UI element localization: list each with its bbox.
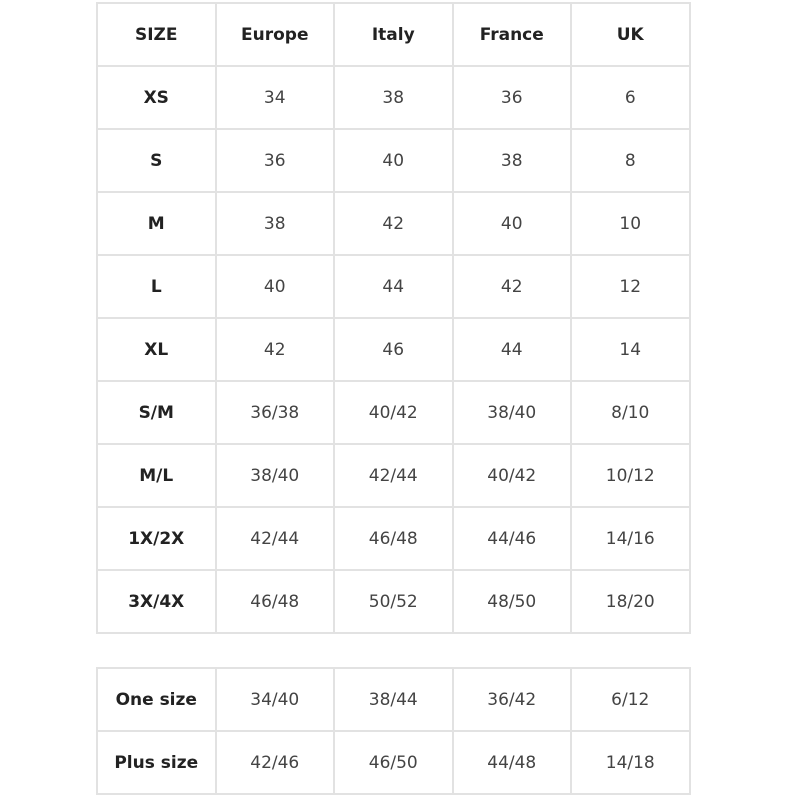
size-value-cell: 6 <box>570 65 691 130</box>
size-value-cell: 34 <box>214 65 335 130</box>
size-value-cell: 38/44 <box>333 667 454 732</box>
size-value-cell: 36/42 <box>451 667 572 732</box>
table-row: S 36 40 38 8 <box>96 128 691 193</box>
column-header: France <box>451 2 572 67</box>
table-row: XL 42 46 44 14 <box>96 317 691 382</box>
size-label-cell: 3X/4X <box>96 569 217 634</box>
size-value-cell: 38 <box>214 191 335 256</box>
size-value-cell: 44/46 <box>451 506 572 571</box>
size-label-cell: S <box>96 128 217 193</box>
size-value-cell: 46 <box>333 317 454 382</box>
size-label-cell: M <box>96 191 217 256</box>
size-chart-table: SIZE Europe Italy France UK XS 34 38 36 6 S 36 40 38… <box>96 2 691 634</box>
size-value-cell: 38 <box>451 128 572 193</box>
size-value-cell: 42/46 <box>214 730 335 795</box>
size-label-cell: XL <box>96 317 217 382</box>
size-value-cell: 8 <box>570 128 691 193</box>
size-label-cell: XS <box>96 65 217 130</box>
table-row: L 40 44 42 12 <box>96 254 691 319</box>
size-value-cell: 42 <box>451 254 572 319</box>
header-row: SIZE Europe Italy France UK <box>96 2 691 67</box>
size-value-cell: 40/42 <box>451 443 572 508</box>
table-row: S/M 36/38 40/42 38/40 8/10 <box>96 380 691 445</box>
column-header: SIZE <box>96 2 217 67</box>
size-value-cell: 46/50 <box>333 730 454 795</box>
special-size-table: One size 34/40 38/44 36/42 6/12 Plus size 42/4… <box>96 667 691 795</box>
size-value-cell: 6/12 <box>570 667 691 732</box>
size-value-cell: 14/16 <box>570 506 691 571</box>
size-value-cell: 10 <box>570 191 691 256</box>
size-value-cell: 48/50 <box>451 569 572 634</box>
size-value-cell: 14 <box>570 317 691 382</box>
size-value-cell: 44/48 <box>451 730 572 795</box>
size-label-cell: Plus size <box>96 730 217 795</box>
table-row: M 38 42 40 10 <box>96 191 691 256</box>
size-value-cell: 18/20 <box>570 569 691 634</box>
size-value-cell: 50/52 <box>333 569 454 634</box>
table-row: One size 34/40 38/44 36/42 6/12 <box>96 667 691 732</box>
size-value-cell: 36/38 <box>214 380 335 445</box>
size-value-cell: 40 <box>214 254 335 319</box>
size-value-cell: 38 <box>333 65 454 130</box>
size-value-cell: 40 <box>333 128 454 193</box>
size-value-cell: 10/12 <box>570 443 691 508</box>
table-row: 3X/4X 46/48 50/52 48/50 18/20 <box>96 569 691 634</box>
size-value-cell: 36 <box>214 128 335 193</box>
size-value-cell: 40 <box>451 191 572 256</box>
size-label-cell: 1X/2X <box>96 506 217 571</box>
size-value-cell: 42 <box>333 191 454 256</box>
size-value-cell: 34/40 <box>214 667 335 732</box>
table-row: M/L 38/40 42/44 40/42 10/12 <box>96 443 691 508</box>
size-value-cell: 42/44 <box>333 443 454 508</box>
size-value-cell: 44 <box>333 254 454 319</box>
size-value-cell: 44 <box>451 317 572 382</box>
column-header: UK <box>570 2 691 67</box>
size-value-cell: 8/10 <box>570 380 691 445</box>
column-header: Italy <box>333 2 454 67</box>
size-value-cell: 40/42 <box>333 380 454 445</box>
size-value-cell: 46/48 <box>214 569 335 634</box>
size-value-cell: 42/44 <box>214 506 335 571</box>
size-label-cell: S/M <box>96 380 217 445</box>
size-value-cell: 12 <box>570 254 691 319</box>
size-label-cell: L <box>96 254 217 319</box>
table-row: XS 34 38 36 6 <box>96 65 691 130</box>
size-value-cell: 46/48 <box>333 506 454 571</box>
size-label-cell: M/L <box>96 443 217 508</box>
size-value-cell: 36 <box>451 65 572 130</box>
size-value-cell: 38/40 <box>451 380 572 445</box>
column-header: Europe <box>214 2 335 67</box>
table-row: Plus size 42/46 46/50 44/48 14/18 <box>96 730 691 795</box>
table-row: 1X/2X 42/44 46/48 44/46 14/16 <box>96 506 691 571</box>
size-value-cell: 38/40 <box>214 443 335 508</box>
size-label-cell: One size <box>96 667 217 732</box>
size-value-cell: 42 <box>214 317 335 382</box>
size-value-cell: 14/18 <box>570 730 691 795</box>
